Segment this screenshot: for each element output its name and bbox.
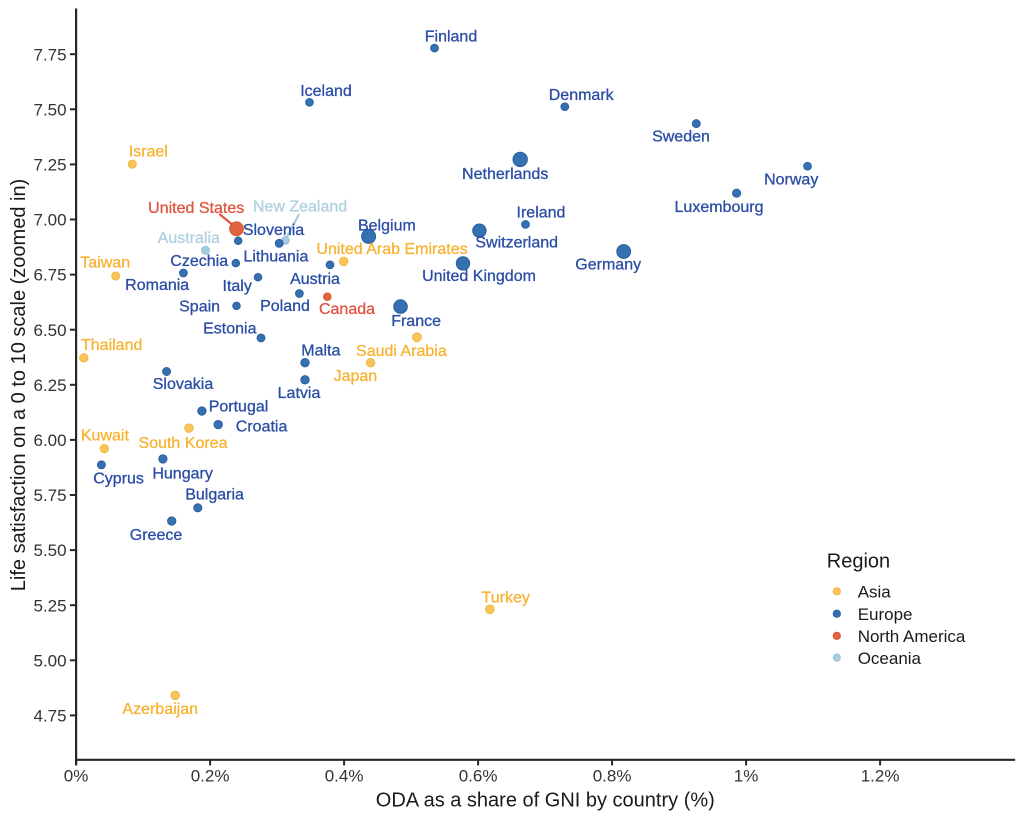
- svg-text:1.2%: 1.2%: [861, 767, 900, 786]
- svg-text:Malta: Malta: [301, 342, 340, 359]
- svg-text:Turkey: Turkey: [482, 589, 530, 606]
- svg-text:Luxembourg: Luxembourg: [675, 199, 764, 216]
- svg-text:Hungary: Hungary: [152, 466, 212, 483]
- svg-text:Denmark: Denmark: [549, 87, 615, 104]
- svg-text:7.00: 7.00: [34, 211, 67, 230]
- svg-text:0.4%: 0.4%: [325, 767, 364, 786]
- svg-text:Oceania: Oceania: [858, 649, 922, 668]
- svg-text:5.00: 5.00: [34, 651, 67, 670]
- svg-text:Asia: Asia: [858, 583, 892, 602]
- svg-text:4.75: 4.75: [34, 707, 67, 726]
- svg-text:5.75: 5.75: [34, 486, 67, 505]
- svg-text:Belgium: Belgium: [358, 217, 416, 234]
- svg-text:1%: 1%: [734, 767, 759, 786]
- svg-text:United States: United States: [148, 200, 244, 217]
- svg-text:Ireland: Ireland: [517, 205, 566, 222]
- svg-text:Slovakia: Slovakia: [153, 376, 214, 393]
- svg-text:Finland: Finland: [425, 29, 477, 46]
- svg-text:Azerbaijan: Azerbaijan: [122, 701, 198, 718]
- svg-text:0%: 0%: [64, 767, 89, 786]
- svg-text:6.75: 6.75: [34, 266, 67, 285]
- svg-text:Life satisfaction on a 0 to 10: Life satisfaction on a 0 to 10 scale (zo…: [8, 179, 30, 591]
- svg-text:United Arab Emirates: United Arab Emirates: [316, 241, 467, 258]
- svg-text:Canada: Canada: [319, 301, 375, 318]
- svg-text:5.50: 5.50: [34, 541, 67, 560]
- svg-text:5.25: 5.25: [34, 596, 67, 615]
- svg-text:Greece: Greece: [130, 527, 183, 544]
- svg-text:Italy: Italy: [223, 278, 252, 295]
- svg-text:Germany: Germany: [575, 256, 641, 273]
- svg-text:Taiwan: Taiwan: [80, 255, 130, 272]
- svg-text:Saudi Arabia: Saudi Arabia: [356, 343, 447, 360]
- svg-text:Japan: Japan: [334, 368, 378, 385]
- svg-text:6.50: 6.50: [34, 321, 67, 340]
- svg-text:Slovenia: Slovenia: [243, 222, 304, 239]
- svg-text:Lithuania: Lithuania: [243, 248, 308, 265]
- svg-text:Romania: Romania: [125, 277, 189, 294]
- svg-text:6.25: 6.25: [34, 376, 67, 395]
- svg-text:7.75: 7.75: [34, 45, 67, 64]
- svg-text:Norway: Norway: [764, 171, 818, 188]
- svg-text:Region: Region: [827, 551, 890, 573]
- svg-text:France: France: [391, 313, 441, 330]
- svg-text:Estonia: Estonia: [203, 320, 256, 337]
- svg-text:Czechia: Czechia: [170, 253, 228, 270]
- svg-text:New Zealand: New Zealand: [253, 199, 347, 216]
- svg-text:North America: North America: [858, 627, 966, 646]
- svg-text:Thailand: Thailand: [81, 337, 142, 354]
- svg-text:Bulgaria: Bulgaria: [185, 487, 244, 504]
- svg-text:United Kingdom: United Kingdom: [422, 268, 536, 285]
- svg-text:South Korea: South Korea: [139, 435, 228, 452]
- svg-text:Switzerland: Switzerland: [475, 235, 558, 252]
- svg-text:Kuwait: Kuwait: [81, 427, 130, 444]
- svg-text:Iceland: Iceland: [300, 83, 352, 100]
- svg-text:ODA as a share of GNI by count: ODA as a share of GNI by country (%): [376, 789, 715, 811]
- svg-text:Australia: Australia: [158, 230, 220, 247]
- svg-text:Europe: Europe: [858, 605, 913, 624]
- svg-text:Cyprus: Cyprus: [93, 471, 144, 488]
- svg-text:Portugal: Portugal: [209, 398, 269, 415]
- svg-text:Croatia: Croatia: [236, 419, 288, 436]
- svg-text:Poland: Poland: [260, 298, 310, 315]
- svg-text:Spain: Spain: [179, 298, 220, 315]
- svg-text:Sweden: Sweden: [652, 128, 710, 145]
- svg-text:Austria: Austria: [290, 271, 340, 288]
- svg-text:Latvia: Latvia: [278, 385, 321, 402]
- svg-text:0.8%: 0.8%: [593, 767, 632, 786]
- svg-text:6.00: 6.00: [34, 431, 67, 450]
- svg-text:7.25: 7.25: [34, 156, 67, 175]
- svg-text:Netherlands: Netherlands: [462, 166, 548, 183]
- svg-text:0.2%: 0.2%: [191, 767, 230, 786]
- svg-text:7.50: 7.50: [34, 100, 67, 119]
- svg-text:Israel: Israel: [129, 144, 168, 161]
- svg-text:0.6%: 0.6%: [459, 767, 498, 786]
